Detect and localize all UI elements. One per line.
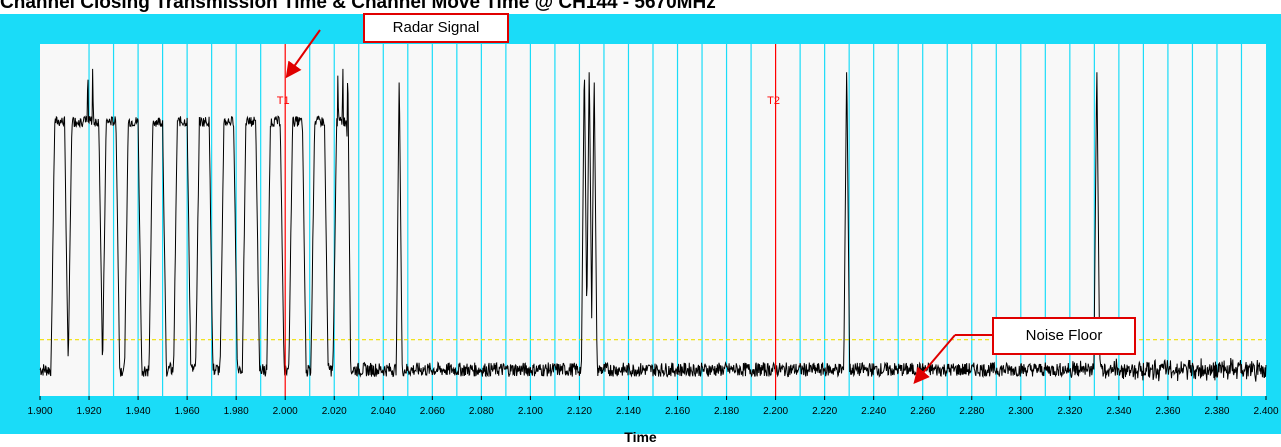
x-axis-label: Time xyxy=(624,429,657,445)
trace-layer xyxy=(39,68,1267,382)
x-tick-label: 2.400 xyxy=(1253,406,1278,417)
x-tick-label: 2.260 xyxy=(910,406,935,417)
x-tick-label: 1.900 xyxy=(27,406,52,417)
x-tick-label: 1.980 xyxy=(224,406,249,417)
signal-trace xyxy=(39,68,1267,382)
x-tick-label: 2.340 xyxy=(1106,406,1131,417)
x-tick-label: 2.000 xyxy=(273,406,298,417)
noise-floor-callout: Noise Floor xyxy=(992,317,1136,355)
x-tick-label: 2.280 xyxy=(959,406,984,417)
noise-arrow xyxy=(913,334,956,385)
x-tick-label: 1.940 xyxy=(126,406,151,417)
grid-lines xyxy=(88,44,1243,396)
callout-arrows xyxy=(285,29,995,385)
x-tick-label: 2.020 xyxy=(322,406,347,417)
x-tick-label: 2.220 xyxy=(812,406,837,417)
marker-label-t1: T1 xyxy=(277,95,290,107)
x-tick-label: 2.080 xyxy=(469,406,494,417)
radar-arrow xyxy=(285,29,321,79)
marker-label-t2: T2 xyxy=(767,95,780,107)
x-tick-label: 2.180 xyxy=(714,406,739,417)
x-tick-label: 2.360 xyxy=(1155,406,1180,417)
x-tick-label: 1.960 xyxy=(175,406,200,417)
x-tick-label: 2.320 xyxy=(1057,406,1082,417)
x-tick-label: 2.160 xyxy=(665,406,690,417)
x-tick-label: 2.140 xyxy=(616,406,641,417)
x-tick-label: 2.300 xyxy=(1008,406,1033,417)
x-tick-label: 2.380 xyxy=(1204,406,1229,417)
x-tick-label: 1.920 xyxy=(77,406,102,417)
x-tick-label: 2.200 xyxy=(763,406,788,417)
x-tick-label: 2.100 xyxy=(518,406,543,417)
chart-title: Channel Closing Transmission Time & Chan… xyxy=(0,0,716,13)
radar-signal-callout: Radar Signal xyxy=(363,13,509,43)
x-tick-label: 2.060 xyxy=(420,406,445,417)
x-tick-label: 2.240 xyxy=(861,406,886,417)
x-tick-label: 2.040 xyxy=(371,406,396,417)
x-tick-labels: 1.900 1.920 1.940 1.960 1.980 2.000 2.020 2.040… xyxy=(27,396,1279,417)
marker-layer: T1 T2 xyxy=(277,44,780,396)
x-tick-label: 2.120 xyxy=(567,406,592,417)
